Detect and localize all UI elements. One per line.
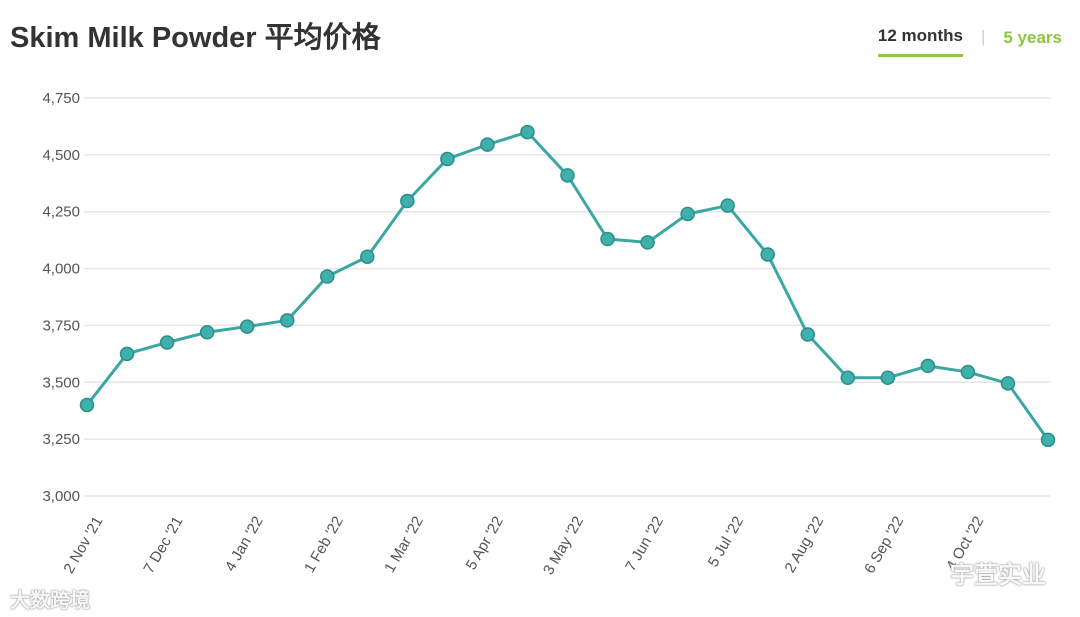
data-point xyxy=(360,249,375,264)
data-point xyxy=(840,370,856,385)
data-point xyxy=(79,397,95,413)
y-tick-label: 4,750 xyxy=(42,90,80,107)
data-point xyxy=(199,325,215,340)
x-tick-label: 2 Aug '22 xyxy=(781,514,827,576)
watermark-left: 大数跨境 xyxy=(10,590,90,612)
y-tick-label: 4,500 xyxy=(42,147,80,164)
data-point xyxy=(480,137,495,152)
data-point xyxy=(1040,432,1056,448)
data-point xyxy=(119,346,135,362)
data-point xyxy=(720,198,735,213)
y-tick-label: 3,250 xyxy=(42,431,80,448)
data-point xyxy=(239,319,255,334)
x-tick-label: 4 Jan '22 xyxy=(222,514,267,575)
watermark-right: 宇萱实业 xyxy=(950,562,1046,589)
x-tick-label: 3 May '22 xyxy=(540,514,587,578)
x-tick-label: 6 Sep '22 xyxy=(861,514,907,577)
tab-divider: | xyxy=(980,26,986,46)
y-tick-label: 4,000 xyxy=(42,261,80,278)
data-point xyxy=(600,231,615,247)
data-point xyxy=(920,358,936,374)
data-point xyxy=(279,313,295,328)
data-point xyxy=(440,151,455,167)
data-point xyxy=(960,364,976,380)
y-tick-label: 3,000 xyxy=(42,488,80,505)
y-tick-label: 4,250 xyxy=(42,204,80,221)
data-point xyxy=(560,168,575,183)
tab-12-months[interactable]: 12 months xyxy=(877,24,963,57)
x-tick-label: 7 Jun '22 xyxy=(622,514,667,575)
data-point xyxy=(800,327,815,342)
x-tick-label: 1 Feb '22 xyxy=(301,514,347,576)
x-tick-label: 5 Apr '22 xyxy=(463,514,507,573)
tab-5-years[interactable]: 5 years xyxy=(1003,27,1062,47)
data-point xyxy=(159,335,175,350)
data-point xyxy=(760,247,775,262)
x-tick-label: 5 Jul '22 xyxy=(705,514,747,570)
data-point xyxy=(880,370,896,385)
page-title: Skim Milk Powder 平均价格 xyxy=(10,22,381,54)
data-point xyxy=(680,206,695,222)
period-tabs: 12 months | 5 years xyxy=(877,24,1062,57)
x-tick-label: 1 Mar '22 xyxy=(381,514,427,576)
data-point xyxy=(520,124,535,140)
x-tick-label: 7 Dec '21 xyxy=(140,514,186,577)
y-tick-label: 3,750 xyxy=(42,317,80,334)
data-point xyxy=(400,193,415,209)
data-point xyxy=(640,235,655,250)
y-tick-label: 3,500 xyxy=(42,374,80,391)
data-point xyxy=(1000,376,1016,391)
x-tick-label: 2 Nov '21 xyxy=(60,514,106,577)
data-point xyxy=(320,269,335,284)
